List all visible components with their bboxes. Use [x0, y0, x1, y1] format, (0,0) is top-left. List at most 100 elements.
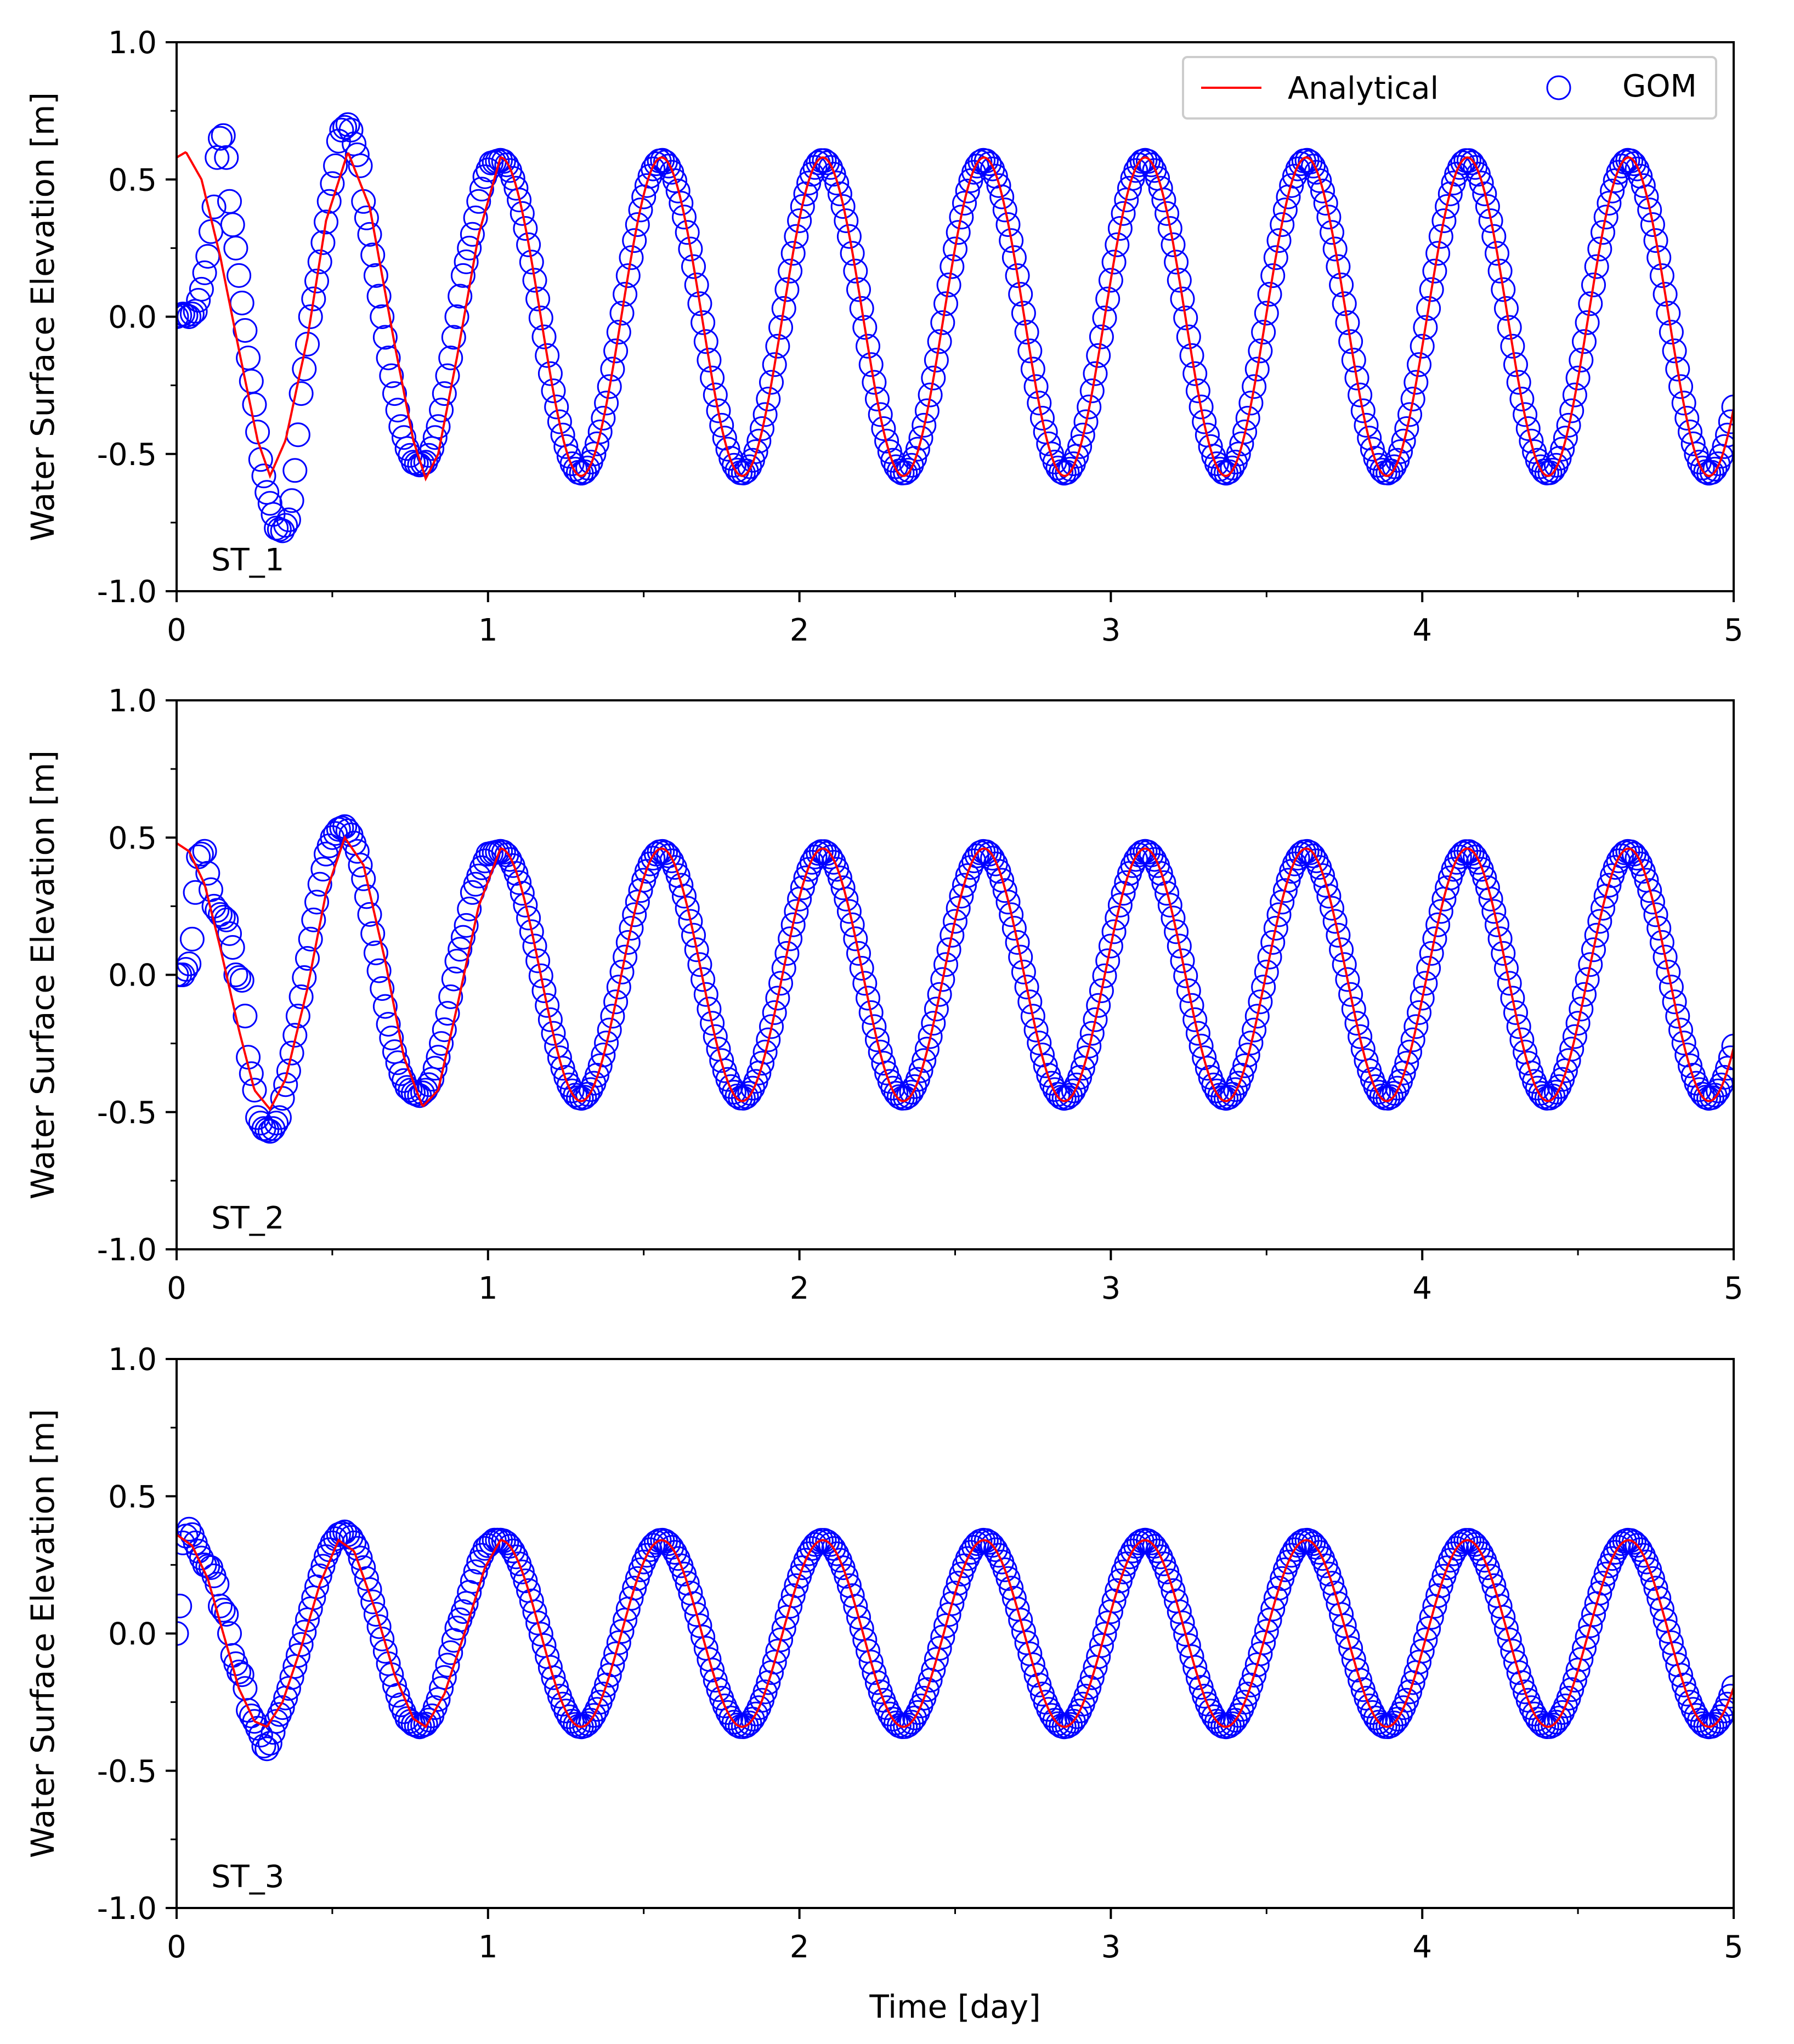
gom-point	[771, 1616, 796, 1641]
gom-point	[700, 1011, 725, 1036]
gom-point	[852, 971, 878, 996]
gom-point	[849, 1616, 874, 1641]
gom-point	[902, 1706, 927, 1730]
gom-point	[700, 365, 725, 390]
gom-point	[1111, 881, 1136, 906]
gom-point	[1497, 315, 1522, 340]
gom-point	[344, 839, 370, 864]
gom-point	[1301, 1531, 1326, 1556]
gom-point	[1652, 1607, 1678, 1633]
gom-point	[1646, 245, 1672, 270]
gom-point	[1307, 168, 1332, 193]
gom-point	[1266, 902, 1292, 927]
gom-point	[743, 1701, 768, 1726]
gom-point	[691, 310, 716, 335]
gom-point	[765, 333, 790, 359]
gom-point	[765, 986, 790, 1011]
gom-point	[737, 1711, 762, 1736]
gom-point	[905, 437, 930, 462]
gom-point	[254, 1736, 280, 1762]
gom-point	[177, 1621, 189, 1646]
gom-point	[1494, 1616, 1519, 1641]
gom-point	[497, 847, 522, 872]
gom-point	[1550, 437, 1575, 462]
gom-point	[1220, 455, 1245, 480]
gom-point	[217, 921, 242, 946]
gom-point	[229, 968, 254, 993]
gom-point	[1105, 905, 1130, 931]
gom-point	[454, 913, 479, 938]
gom-point	[435, 363, 460, 388]
gom-point	[784, 1573, 809, 1598]
gom-point	[1649, 1596, 1674, 1622]
gom-point	[1142, 847, 1167, 872]
gom-point	[199, 219, 223, 244]
gom-series	[177, 112, 1734, 543]
gom-point	[1475, 194, 1500, 219]
gom-point	[1547, 1706, 1572, 1730]
gom-point	[1326, 254, 1351, 279]
y-tick-label: -1.0	[97, 574, 157, 610]
gom-point	[1207, 456, 1232, 482]
panel-st-1: 0 1 2 3 4 5 -1.0 -0.5 0.0 0.5 1.0 Water Surface Ele…	[24, 25, 1744, 648]
gom-point	[1005, 930, 1030, 955]
gom-point	[656, 154, 681, 179]
gom-point	[1011, 301, 1036, 326]
gom-point	[914, 398, 940, 423]
x-tick-label: 5	[1724, 1271, 1744, 1306]
gom-point	[376, 1012, 401, 1037]
gom-point	[410, 1713, 435, 1738]
gom-point	[1382, 1711, 1407, 1736]
gom-point	[1597, 873, 1622, 898]
y-axis-label: Water Surface Elevation [m]	[24, 750, 61, 1199]
gom-point	[1235, 1681, 1260, 1707]
gom-point	[1266, 1576, 1292, 1601]
gom-point	[186, 844, 211, 869]
gom-point	[774, 941, 800, 966]
gom-point	[1478, 886, 1503, 911]
gom-point	[366, 284, 392, 309]
gom-point	[718, 1706, 744, 1730]
gom-point	[1699, 460, 1724, 485]
gom-point	[737, 454, 762, 479]
gom-point	[930, 967, 955, 992]
gom-point	[208, 126, 233, 151]
gom-point	[1251, 1630, 1276, 1655]
gom-point	[1008, 282, 1033, 307]
gom-point	[762, 352, 787, 377]
gom-point	[731, 1086, 756, 1111]
gom-point	[491, 1528, 516, 1554]
gom-point	[1055, 1714, 1080, 1739]
gom-point	[211, 1598, 236, 1623]
gom-point	[1161, 905, 1186, 931]
analytical-line	[177, 1533, 1734, 1729]
gom-point	[1086, 1644, 1111, 1669]
gom-point	[1182, 361, 1208, 386]
gom-point	[1407, 352, 1431, 377]
gom-point	[1332, 952, 1357, 977]
gom-point	[448, 937, 473, 962]
gom-point	[862, 1660, 887, 1685]
gom-point	[1316, 205, 1342, 230]
gom-point	[940, 254, 965, 279]
gom-point	[273, 1072, 298, 1097]
gom-point	[1285, 156, 1310, 182]
gom-point	[239, 1061, 264, 1086]
gom-point	[958, 855, 983, 880]
gom-point	[587, 1053, 613, 1078]
gom-point	[544, 1033, 569, 1058]
gom-point	[535, 993, 560, 1018]
gom-point	[995, 212, 1021, 237]
gom-point	[1263, 245, 1288, 270]
gom-point	[1086, 343, 1111, 368]
gom-point	[697, 996, 722, 1022]
gom-point	[360, 921, 386, 946]
gom-point	[691, 1624, 716, 1650]
gom-point	[1668, 374, 1693, 399]
gom-point	[1562, 382, 1587, 407]
gom-point	[1494, 296, 1519, 321]
gom-point	[600, 356, 625, 382]
gom-point	[1428, 899, 1453, 924]
gom-point	[914, 1677, 940, 1702]
